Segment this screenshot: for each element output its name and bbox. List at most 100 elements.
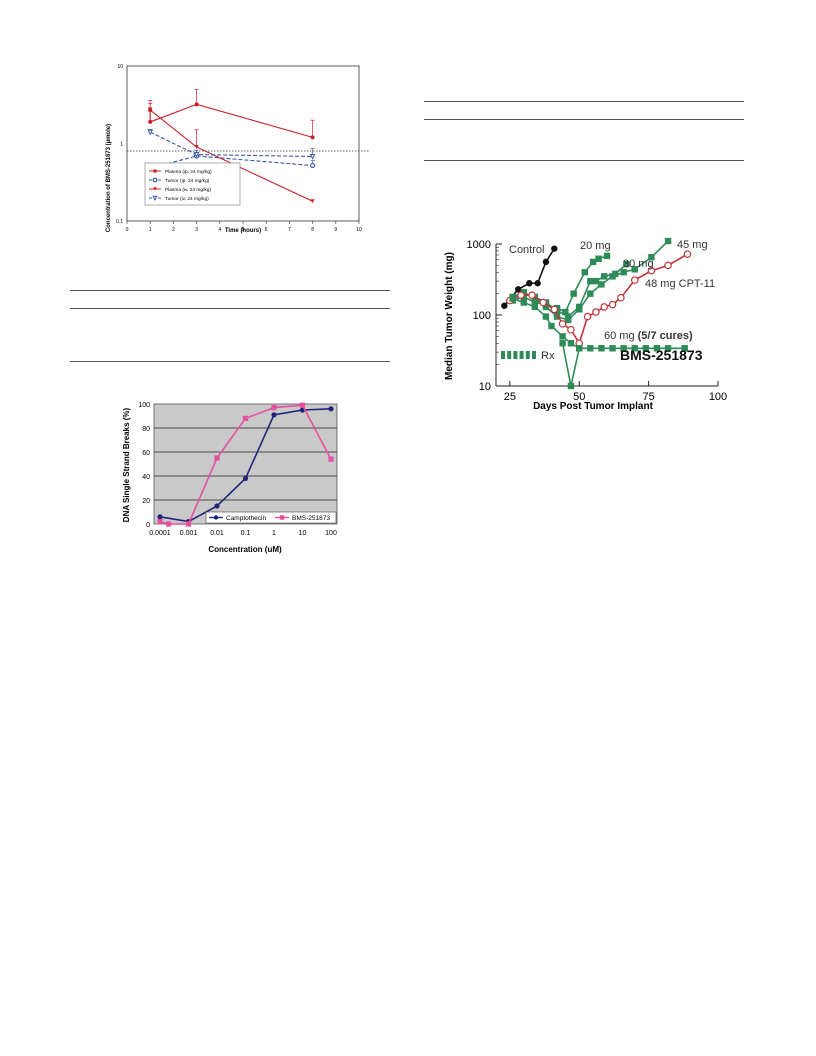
pk-data-point (193, 152, 200, 158)
tw-data-point (553, 313, 561, 320)
tw-data-point (542, 313, 550, 320)
tw-data-point (526, 280, 533, 287)
tw-data-point (564, 316, 572, 324)
ssb-data-point (299, 402, 306, 408)
pk-y-tick-label: 0.1 (116, 219, 123, 225)
pk-data-point (148, 108, 153, 113)
ssb-x-tick-label: 0.001 (180, 530, 198, 537)
tw-rx-mark (507, 351, 512, 359)
tw-data-point (603, 252, 611, 260)
ssb-legend: Camptothecin BMS-251873 (205, 511, 337, 524)
tw-data-point (583, 312, 592, 321)
tw-data-point (587, 345, 594, 352)
tw-data-point (501, 302, 508, 309)
pk-legend-label: Plasma (ip, 24 mg/kg) (165, 169, 212, 175)
tw-data-point (598, 281, 605, 288)
ssb-legend-label: Camptothecin (226, 515, 266, 522)
pk-x-tick-label: 1 (149, 227, 152, 233)
pk-data-point (310, 135, 315, 140)
tw-rx-mark (519, 351, 524, 359)
ssb-x-tick-label: 100 (325, 530, 337, 537)
ssb-y-tick-label: 100 (138, 402, 150, 409)
pk-legend-marker (153, 187, 157, 191)
ssb-legend-marker (279, 515, 285, 520)
pk-x-tick-label: 4 (218, 227, 221, 233)
ssb-data-point (214, 455, 220, 461)
label-control: Control (509, 244, 544, 256)
pk-data-point (194, 102, 199, 107)
pk-data-point (148, 119, 153, 124)
tw-data-point (600, 303, 609, 311)
tw-data-point (648, 254, 655, 261)
pk-legend-marker (152, 195, 158, 201)
ssb-x-tick-label: 0.0001 (149, 530, 171, 537)
tw-y-tick-label: 100 (473, 310, 491, 322)
ssb-plot-area (153, 403, 338, 525)
tw-data-point (528, 291, 536, 300)
ssb-chart-panel: 0 20 40 60 80 100 0.0001 0.001 0.01 0.1 1 10 100 DNA… (115, 395, 355, 560)
ssb-data-point (271, 405, 277, 411)
tw-data-point (623, 260, 630, 268)
ssb-data-point (328, 456, 334, 462)
tw-data-point (520, 299, 527, 306)
tw-y-tick-label: 1000 (467, 239, 491, 251)
tw-data-point (653, 345, 661, 352)
tw-data-point (592, 277, 600, 285)
tw-x-tick-label: 25 (504, 391, 516, 403)
tw-rx-mark (532, 351, 536, 359)
label-compound: BMS-251873 (620, 347, 703, 363)
tw-x-label: Days Post Tumor Implant (533, 401, 654, 412)
label-60mg: 60 mg (5/7 cures) (604, 330, 693, 342)
ssb-y-label: DNA Single Strand Breaks (%) (122, 407, 131, 522)
divider (424, 119, 744, 120)
pk-x-tick-label: 7 (288, 227, 291, 233)
ssb-y-tick-label: 20 (142, 498, 150, 505)
divider (424, 160, 744, 161)
tw-data-point (542, 258, 550, 266)
label-30mg: 30 mg (623, 258, 654, 270)
tw-data-point (562, 308, 569, 316)
ssb-series-line (159, 404, 332, 525)
pk-x-tick-label: 2 (172, 227, 175, 233)
label-45mg: 45 mg (677, 239, 708, 251)
tw-data-point (558, 320, 567, 328)
tw-data-point (620, 345, 627, 352)
tw-data-point (570, 290, 577, 297)
ssb-data-point (271, 412, 277, 418)
tw-data-point (559, 333, 566, 340)
pk-data-point (194, 145, 199, 150)
tw-data-point (589, 258, 597, 266)
tw-data-point (517, 291, 525, 300)
pk-legend-label: Plasma (iv, 24 mg/kg) (165, 187, 211, 193)
ssb-data-point (165, 521, 172, 527)
tw-data-point (681, 345, 688, 352)
pk-legend-marker (153, 169, 157, 173)
ssb-y-tick-label: 0 (146, 522, 150, 529)
tw-data-point (531, 295, 539, 302)
tw-data-point (551, 245, 558, 252)
pk-x-tick-label: 10 (356, 227, 362, 233)
label-60mg-prefix: 60 mg (604, 330, 638, 342)
pk-y-label: Concentration of BMS-251873 (µmole) (106, 124, 112, 232)
tw-data-point (664, 345, 672, 352)
tw-x-tick-label: 75 (643, 391, 655, 403)
pk-x-tick-label: 0 (126, 227, 129, 233)
tw-data-point (592, 308, 600, 316)
pk-legend: Plasma (ip, 24 mg/kg) Tumor (ip, 24 mg/kg… (144, 162, 241, 206)
label-cpt11: 48 mg CPT-11 (645, 278, 715, 290)
ssb-y-tick-label: 80 (142, 426, 150, 433)
tw-data-point (509, 295, 516, 302)
tw-data-point (531, 299, 539, 306)
tw-data-point (542, 303, 550, 311)
tw-data-point (683, 250, 692, 258)
ssb-x-tick-label: 0.01 (210, 530, 224, 537)
tw-data-point (601, 273, 608, 280)
tw-data-point (576, 345, 583, 352)
pk-x-tick-label: 9 (334, 227, 337, 233)
tw-data-point (647, 266, 656, 275)
pk-x-tick-label: 6 (265, 227, 268, 233)
ssb-legend-marker (213, 515, 219, 520)
pk-x-tick-label: 3 (195, 227, 198, 233)
tw-data-point (567, 382, 575, 390)
